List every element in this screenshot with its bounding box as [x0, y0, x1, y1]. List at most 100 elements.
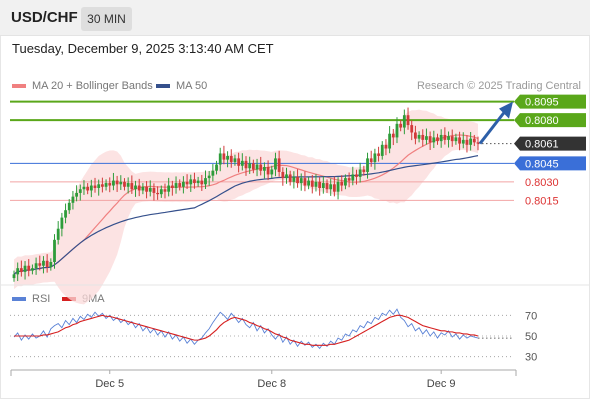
candle-body	[67, 202, 71, 211]
candle-body	[93, 185, 97, 188]
candle-body	[148, 188, 152, 192]
candle-body	[196, 180, 200, 184]
candle-body	[60, 217, 64, 229]
candle-body	[310, 180, 314, 187]
candle-body	[447, 136, 450, 140]
candle-body	[16, 268, 20, 275]
candle-body	[207, 175, 211, 179]
candle-body	[285, 174, 288, 179]
candle-body	[27, 265, 31, 271]
candle-body	[237, 158, 241, 166]
ma20-swatch	[12, 84, 26, 89]
candle-body	[406, 115, 410, 126]
candle-body	[204, 178, 207, 185]
candle-body	[126, 183, 130, 187]
rsi-swatch	[12, 297, 26, 302]
candle-body	[229, 155, 233, 163]
candle-body	[97, 184, 101, 188]
candle-body	[251, 163, 255, 170]
candle-body	[428, 136, 432, 143]
candle-body	[472, 138, 476, 143]
candle-body	[23, 265, 27, 272]
candle-body	[259, 164, 263, 171]
top-bar: USD/CHF 30 MIN	[0, 0, 590, 36]
candle-body	[307, 180, 311, 186]
rsi-line	[13, 308, 479, 350]
candle-body	[277, 158, 281, 172]
candle-body	[244, 160, 248, 169]
candle-body	[402, 115, 406, 128]
candle-body	[185, 181, 189, 185]
candle-body	[78, 189, 82, 193]
candle-body	[340, 181, 344, 186]
candle-body	[413, 132, 417, 139]
candle-body	[461, 139, 465, 144]
candle-body	[314, 181, 318, 187]
symbol-title: USD/CHF	[11, 9, 78, 26]
candle-body	[351, 174, 355, 181]
candle-body	[358, 169, 362, 177]
candle-body	[56, 228, 60, 240]
candle-body	[347, 178, 351, 181]
candle-body	[450, 136, 454, 142]
candle-body	[248, 163, 252, 169]
level-label: 0.8045	[525, 158, 559, 170]
candle-body	[281, 171, 285, 179]
candle-body	[181, 181, 185, 187]
candle-body	[476, 142, 480, 144]
candle-body	[417, 134, 421, 139]
candle-body	[366, 158, 369, 172]
candle-body	[458, 137, 461, 144]
bollinger-band	[14, 109, 478, 305]
candle-body	[355, 174, 358, 177]
candle-body	[112, 180, 115, 186]
level-label: 0.8015	[525, 195, 559, 207]
timeframe-button[interactable]: 30 MIN	[81, 7, 132, 31]
candle-body	[410, 125, 414, 133]
research-credit: Research © 2025 Trading Central	[416, 80, 581, 92]
candle-body	[141, 186, 145, 191]
candle-body	[377, 153, 380, 156]
candle-body	[388, 133, 392, 149]
rsi-legend-label: RSI	[32, 293, 51, 305]
time-tick-label: Dec 5	[95, 378, 124, 390]
ma20-legend: MA 20 + Bollinger Bands	[12, 80, 153, 92]
level-label: 0.8030	[525, 177, 559, 189]
candle-body	[215, 164, 218, 171]
candle-body	[100, 184, 104, 187]
candle-body	[233, 158, 237, 163]
candle-body	[218, 153, 222, 165]
candle-body	[373, 153, 377, 163]
candle-body	[42, 260, 45, 266]
candle-body	[380, 144, 384, 156]
candle-body	[469, 138, 473, 145]
candle-body	[71, 196, 75, 203]
candle-body	[170, 185, 174, 188]
candle-body	[399, 123, 403, 128]
candle-body	[200, 180, 204, 185]
candle-body	[178, 183, 182, 187]
candle-body	[321, 183, 325, 188]
candle-body	[303, 178, 307, 186]
candle-body	[439, 134, 443, 142]
rsi-panel: 70 50 30	[0, 284, 590, 364]
candle-body	[156, 192, 160, 195]
rsi-ma-swatch	[62, 297, 76, 302]
forecast-arrow-layer	[478, 101, 513, 145]
candle-body	[421, 134, 425, 140]
candle-body	[31, 268, 34, 271]
candle-body	[332, 184, 336, 192]
candle-body	[38, 263, 42, 266]
candle-body	[362, 169, 366, 172]
level-tag-resistance	[514, 94, 586, 109]
candle-body	[288, 174, 292, 182]
candle-body	[336, 181, 340, 192]
candle-body	[145, 186, 148, 192]
candle-body	[436, 137, 439, 142]
candle-body	[123, 181, 126, 187]
candle-body	[130, 183, 134, 190]
candle-body	[115, 180, 119, 185]
forecast-arrow-head	[499, 101, 513, 119]
bollinger-band-layer	[14, 109, 478, 305]
